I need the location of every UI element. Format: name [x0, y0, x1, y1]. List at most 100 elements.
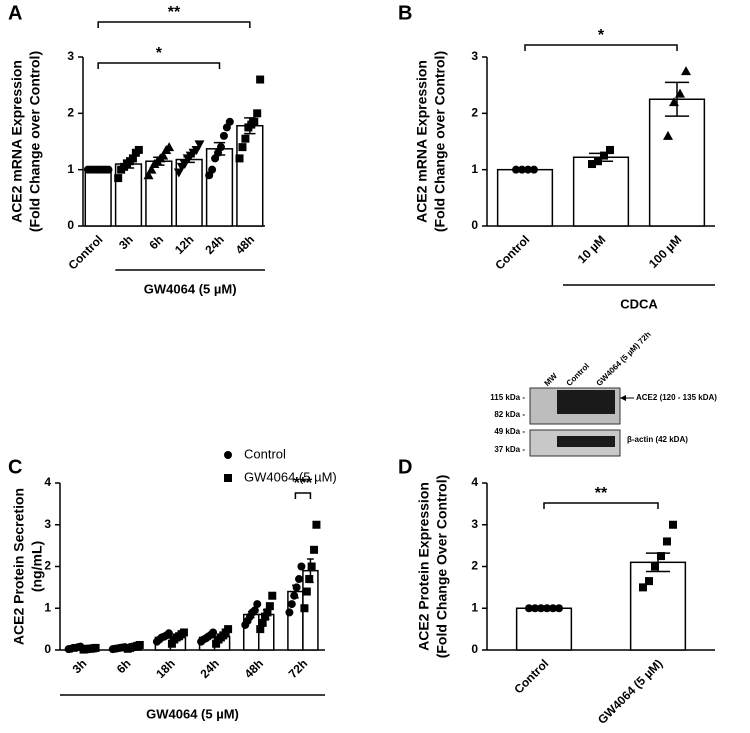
y-tick-label: 1	[471, 600, 478, 614]
data-point	[208, 165, 217, 174]
data-point	[606, 145, 614, 154]
data-point	[146, 164, 157, 174]
panel-letter: C	[8, 456, 22, 478]
error-bar	[247, 610, 255, 619]
legend-label: GW4064 (5 µM)	[244, 469, 337, 484]
x-tick-label: 18h	[153, 656, 178, 681]
error-bar	[71, 646, 78, 650]
x-tick-label: Control	[492, 232, 532, 272]
bar	[236, 124, 264, 227]
data-point	[143, 170, 154, 180]
error-bar	[203, 635, 211, 640]
mw-marker: 49 kDa -	[494, 427, 525, 436]
data-point	[302, 587, 311, 596]
data-point	[179, 628, 188, 637]
legend-marker	[224, 451, 232, 459]
data-point	[134, 145, 143, 154]
group-label: GW4064 (5 µM)	[146, 706, 239, 721]
y-axis-label: ACE2 Protein Secretion	[11, 488, 27, 645]
data-point	[651, 562, 659, 571]
x-tick-label: Control	[511, 656, 551, 696]
data-point	[300, 604, 309, 613]
data-point	[600, 151, 608, 160]
data-point	[250, 117, 259, 126]
y-tick-label: 3	[67, 49, 74, 63]
panel-letter: D	[398, 456, 412, 478]
data-point	[209, 628, 218, 637]
error-bar	[159, 635, 167, 640]
y-axis-label: ACE2 Protein Expression	[416, 482, 432, 651]
significance-label: *	[156, 45, 163, 62]
y-tick-label: 0	[471, 218, 478, 232]
error-bar	[292, 584, 299, 599]
data-point	[114, 174, 123, 183]
x-tick-label: GW4064 (5 µM)	[595, 656, 665, 726]
significance-label: **	[168, 4, 181, 21]
legend-label: Control	[244, 446, 286, 461]
x-tick-label: 24h	[202, 232, 227, 257]
significance-label: ***	[294, 475, 313, 492]
group-label: GW4064 (5 µM)	[144, 281, 237, 296]
error-bar	[115, 646, 123, 650]
significance-bracket	[543, 502, 659, 509]
data-point	[663, 537, 671, 546]
data-point	[225, 117, 234, 126]
data-point	[91, 643, 100, 652]
data-point	[164, 142, 175, 152]
y-axis-label: ACE2 mRNA Expression	[9, 60, 25, 223]
data-point	[681, 66, 691, 76]
data-point	[241, 134, 250, 143]
data-point	[224, 625, 233, 634]
data-point	[256, 625, 265, 634]
error-bar	[262, 609, 270, 620]
data-point	[256, 75, 265, 84]
significance-bracket	[524, 44, 678, 51]
y-tick-label: 0	[44, 642, 51, 656]
y-axis-label: (Fold Change over Control)	[27, 51, 43, 232]
data-point	[525, 604, 533, 613]
mw-marker: 82 kDa -	[494, 410, 525, 419]
significance-label: *	[598, 27, 605, 44]
data-point	[310, 545, 319, 554]
x-tick-label: Control	[65, 232, 105, 272]
bar	[572, 156, 630, 227]
data-point	[258, 618, 267, 627]
bar	[496, 168, 554, 227]
y-axis-label: ACE2 mRNA Expression	[414, 60, 430, 223]
significance-label: **	[595, 485, 608, 502]
data-point	[645, 577, 653, 586]
data-point	[268, 591, 277, 600]
error-bar	[588, 152, 614, 162]
data-point	[285, 608, 294, 617]
y-tick-label: 2	[67, 106, 74, 120]
y-tick-label: 4	[44, 475, 51, 489]
data-point	[663, 130, 673, 140]
bar	[648, 98, 706, 227]
data-point	[167, 639, 176, 648]
legend-marker	[224, 474, 232, 482]
error-bar	[86, 647, 93, 650]
data-point	[263, 608, 272, 617]
y-tick-label: 2	[471, 106, 478, 120]
western-blot-inset: MW Control GW4064 (5 µM) 72h 115 kDa - 8…	[490, 330, 717, 457]
error-bar	[174, 635, 182, 640]
x-tick-label: 6h	[114, 656, 134, 676]
data-point	[128, 154, 137, 163]
x-tick-label: 48h	[233, 232, 258, 257]
error-bar	[122, 159, 135, 169]
panel-letter: B	[398, 2, 412, 24]
bar	[515, 607, 573, 651]
data-point	[305, 575, 314, 584]
data-point	[135, 640, 144, 649]
error-bar	[153, 156, 165, 166]
data-point	[588, 160, 596, 169]
error-bar	[664, 81, 690, 117]
data-point	[287, 600, 296, 609]
bar	[205, 148, 234, 227]
y-tick-label: 3	[44, 517, 51, 531]
error-bar	[244, 117, 256, 135]
x-tick-label: 3h	[116, 232, 136, 252]
error-bar	[645, 552, 671, 573]
bar	[629, 561, 687, 651]
